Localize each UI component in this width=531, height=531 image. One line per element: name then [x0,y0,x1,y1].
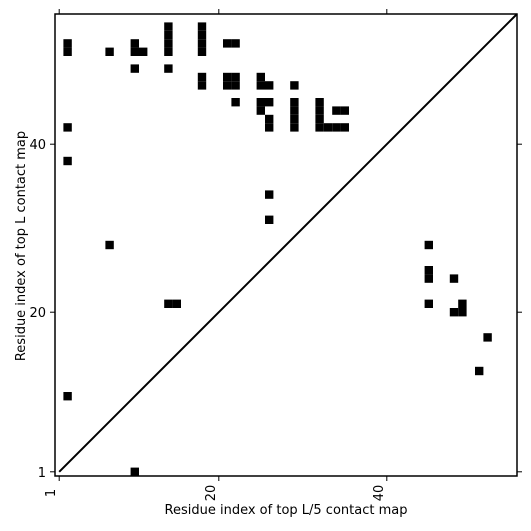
contact-cell [197,72,207,82]
contact-cell [483,333,492,342]
contact-cell [130,64,139,73]
contact-cell [130,47,139,56]
x-axis-label: Residue index of top L/5 contact map [165,503,408,518]
contact-cell [265,114,274,124]
contact-cell [223,72,232,82]
contact-cell [105,47,114,56]
contact-cell [172,299,181,308]
contact-cell [197,30,207,40]
contact-cell [63,47,72,56]
contact-cell [315,98,324,107]
contact-cell [197,22,207,31]
contact-cell [424,240,433,250]
y-axis-label: Residue index of top L contact map [14,131,29,361]
y-tick-label: 1 [38,466,46,481]
contact-cell [290,98,299,107]
contact-cell [265,215,274,224]
contact-cell [63,123,72,132]
contact-cell [63,39,72,48]
contact-cell [223,39,232,48]
contact-cell [231,98,240,107]
contact-cell [290,81,299,90]
y-tick-label: 20 [29,306,46,321]
contact-cell [449,274,459,283]
contact-cell [340,106,349,115]
contact-cell [265,81,274,90]
contact-cell [290,114,299,124]
contact-cell [424,299,433,308]
contact-cell [449,308,459,317]
diagonal-line [58,13,518,473]
contact-cell [458,308,467,317]
contact-cell [332,106,341,115]
contact-cell [315,114,324,124]
contact-cell [315,106,324,115]
contact-cell [231,81,240,90]
contact-cell [256,106,265,115]
contact-cell [164,22,173,31]
contact-cell [164,30,173,40]
contact-cell [265,123,274,132]
contact-cell [223,81,232,90]
contact-cell [458,299,467,308]
contact-cell [315,123,324,132]
axis-ticks: 1 20 40 1 20 40 [29,9,522,501]
contact-cell [164,299,173,308]
contact-cell [340,123,349,132]
contact-cell [290,123,299,132]
plot-frame [54,13,518,477]
contact-cell [197,81,207,90]
contact-cell [197,39,207,48]
contact-cell [323,123,333,132]
contact-cell [105,240,114,250]
contact-cell [290,106,299,115]
contact-cell [139,47,148,56]
x-tick-label: 40 [372,485,387,502]
x-tick-label: 1 [44,489,59,497]
contact-cell [130,39,139,48]
contact-cell [265,98,274,107]
contact-cell [197,47,207,56]
contact-cell [475,366,484,376]
x-tick-label: 20 [204,485,219,502]
contact-cell [164,64,173,73]
y-tick-label: 40 [29,138,46,153]
contact-marks [63,22,492,476]
contact-cell [231,72,240,82]
contact-cell [130,467,139,476]
contact-cell [63,392,72,401]
contact-cell [256,72,265,82]
contact-cell [424,266,433,275]
contact-cell [265,190,274,199]
contact-cell [256,98,265,107]
contact-cell [164,39,173,48]
contact-cell [63,156,72,166]
contact-cell [164,47,173,56]
contact-cell [424,274,433,283]
contact-cell [231,39,240,48]
contact-cell [332,123,341,132]
contact-cell [256,81,265,90]
